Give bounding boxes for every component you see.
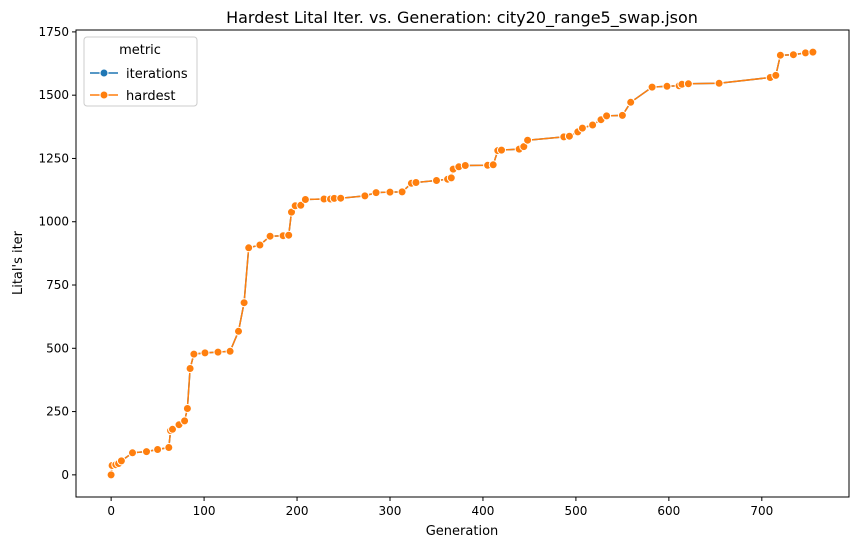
legend-box: [83, 36, 198, 107]
data-point-hardest: [460, 161, 470, 170]
y-axis-label: Lital's iter: [11, 230, 26, 295]
data-point-hardest: [497, 145, 506, 155]
data-point-hardest: [213, 347, 223, 357]
data-point-hardest: [771, 70, 781, 80]
data-point-hardest: [239, 298, 249, 308]
x-tick-label: 300: [379, 504, 402, 518]
data-point-hardest: [284, 230, 294, 240]
data-point-hardest: [296, 200, 306, 210]
data-point-hardest: [185, 364, 195, 373]
data-point-hardest: [116, 456, 126, 466]
chart-title: Hardest Lital Iter. vs. Generation: city…: [226, 8, 698, 28]
data-point-hardest: [714, 78, 724, 88]
data-point-hardest: [200, 348, 210, 358]
plot-frame: [75, 29, 850, 498]
data-point-hardest: [626, 97, 636, 107]
legend-marker-iterations: [99, 68, 109, 78]
data-point-hardest: [106, 470, 116, 480]
data-point-hardest: [153, 445, 163, 454]
y-tick-label: 250: [46, 405, 69, 419]
data-point-hardest: [234, 326, 243, 336]
data-point-hardest: [788, 50, 798, 60]
data-point-hardest: [385, 187, 395, 197]
data-point-hardest: [801, 48, 810, 58]
data-point-hardest: [336, 193, 346, 203]
data-point-hardest: [142, 447, 151, 457]
data-point-hardest: [182, 404, 192, 413]
data-point-hardest: [523, 135, 533, 145]
data-point-hardest: [564, 131, 574, 141]
y-axis: 0 250 500 750 1000 1250 1500 1750: [38, 25, 76, 482]
data-point-hardest: [180, 416, 190, 426]
y-tick-label: 500: [46, 341, 69, 355]
y-tick-label: 1750: [38, 25, 69, 39]
data-point-hardest: [488, 160, 498, 170]
data-point-hardest: [255, 240, 265, 250]
data-point-hardest: [189, 349, 199, 359]
data-point-hardest: [168, 424, 177, 434]
data-point-hardest: [128, 448, 137, 458]
data-point-hardest: [411, 178, 421, 187]
legend-label-iterations: iterations: [126, 67, 188, 82]
x-tick-label: 400: [471, 504, 494, 518]
data-point-hardest: [683, 79, 693, 89]
data-point-hardest: [265, 231, 275, 241]
y-tick-label: 1500: [38, 88, 69, 102]
data-point-hardest: [647, 82, 657, 92]
legend: metric iterations hardest: [83, 36, 198, 107]
data-point-hardest: [244, 243, 254, 253]
legend-title: metric: [119, 43, 161, 58]
y-tick-label: 750: [46, 278, 69, 292]
data-point-hardest: [602, 111, 612, 121]
data-point-hardest: [164, 443, 174, 452]
data-point-hardest: [360, 191, 370, 201]
data-point-hardest: [577, 123, 587, 133]
data-point-hardest: [775, 50, 785, 60]
data-point-hardest: [617, 110, 627, 120]
series-hardest: [106, 47, 818, 480]
plot-area: [106, 47, 818, 480]
x-tick-label: 200: [286, 504, 309, 518]
x-axis-label: Generation: [426, 524, 499, 539]
y-tick-label: 1000: [38, 215, 69, 229]
y-tick-label: 1250: [38, 151, 69, 165]
data-point-hardest: [397, 187, 407, 197]
data-point-hardest: [662, 81, 672, 91]
x-tick-label: 0: [107, 504, 115, 518]
data-point-hardest: [588, 120, 598, 130]
data-point-hardest: [225, 346, 235, 356]
x-tick-label: 700: [750, 504, 773, 518]
data-point-hardest: [808, 47, 818, 57]
x-tick-label: 600: [657, 504, 680, 518]
data-point-hardest: [432, 176, 441, 185]
legend-label-hardest: hardest: [126, 89, 175, 104]
x-tick-label: 500: [564, 504, 587, 518]
legend-marker-hardest: [99, 90, 109, 100]
x-axis: 0 100 200 300 400 500 600 700: [107, 497, 773, 518]
y-tick-label: 0: [61, 468, 69, 482]
x-tick-label: 100: [193, 504, 216, 518]
data-point-hardest: [371, 188, 381, 198]
data-point-hardest: [300, 195, 310, 204]
data-point-hardest: [446, 173, 456, 183]
